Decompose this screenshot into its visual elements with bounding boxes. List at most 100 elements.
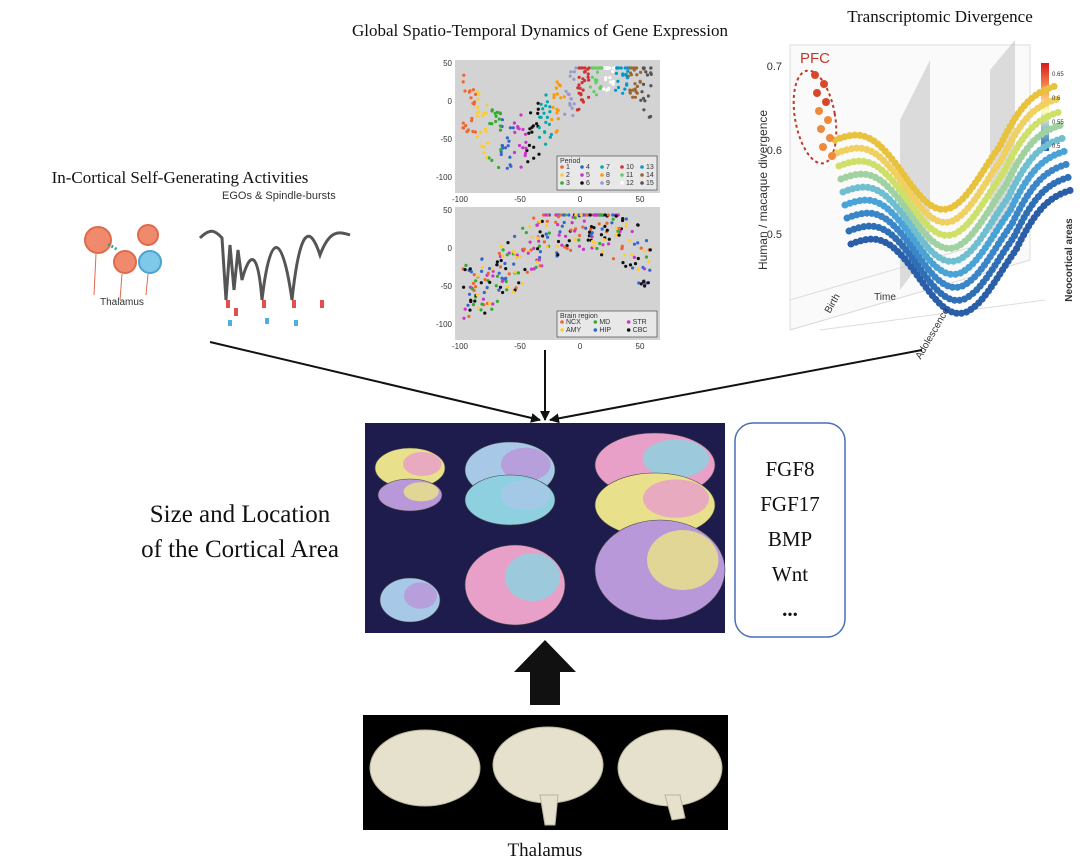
dot xyxy=(546,245,549,248)
dot xyxy=(639,99,642,102)
dot xyxy=(546,236,549,239)
dot xyxy=(643,284,646,287)
dot xyxy=(480,303,483,306)
dot xyxy=(633,243,636,246)
dot xyxy=(594,241,597,244)
big-arrow xyxy=(514,640,576,705)
dot xyxy=(488,281,491,284)
dot xyxy=(618,234,621,237)
dot xyxy=(573,70,576,73)
legend-marker xyxy=(600,165,604,169)
dot xyxy=(573,102,576,105)
dot xyxy=(497,166,500,169)
brain-region xyxy=(643,439,709,477)
pfc-dot xyxy=(817,125,825,133)
dot xyxy=(540,116,543,119)
dot xyxy=(512,290,515,293)
dot xyxy=(536,112,539,115)
dot xyxy=(501,144,504,147)
dot xyxy=(558,234,561,237)
dot xyxy=(502,248,505,251)
dot xyxy=(591,231,594,234)
dot xyxy=(569,70,572,73)
dot xyxy=(594,81,597,84)
dot xyxy=(633,256,636,259)
dot xyxy=(506,136,509,139)
dot xyxy=(521,146,524,149)
brain-region xyxy=(643,479,709,517)
dot xyxy=(537,108,540,111)
dot xyxy=(556,80,559,83)
dot xyxy=(496,111,499,114)
dot xyxy=(539,264,542,267)
dot xyxy=(647,281,650,284)
legend-marker xyxy=(580,181,584,185)
legend-label: STR xyxy=(633,319,647,326)
dot xyxy=(529,111,532,114)
dot xyxy=(604,78,607,81)
pfc-dot xyxy=(815,107,823,115)
tick-label: 50 xyxy=(443,59,452,68)
tick-label: -100 xyxy=(436,320,453,329)
dot xyxy=(536,224,539,227)
dot xyxy=(574,216,577,219)
dot xyxy=(601,227,604,230)
dot xyxy=(471,102,474,105)
legend-label: 10 xyxy=(626,164,634,171)
dot xyxy=(544,143,547,146)
dot xyxy=(542,112,545,115)
dot xyxy=(623,253,626,256)
dot xyxy=(539,250,542,253)
factor: FGF17 xyxy=(760,492,820,516)
dot xyxy=(560,244,563,247)
legend-label: 5 xyxy=(586,172,590,179)
dot xyxy=(544,121,547,124)
legend-marker xyxy=(620,181,624,185)
axis-label: Adolescence xyxy=(914,306,952,361)
dot xyxy=(495,263,498,266)
dot xyxy=(577,108,580,111)
dot xyxy=(485,156,488,159)
dot xyxy=(521,128,524,131)
dot xyxy=(557,117,560,120)
dot xyxy=(634,262,637,265)
dot xyxy=(595,247,598,250)
dot xyxy=(568,239,571,242)
legend-label: 7 xyxy=(606,164,610,171)
dot xyxy=(513,235,516,238)
dot xyxy=(462,74,465,77)
legend-label: 13 xyxy=(646,164,654,171)
dot xyxy=(574,66,577,69)
dot xyxy=(533,267,536,270)
brain-region xyxy=(404,482,439,501)
legend-marker xyxy=(560,328,564,332)
dot xyxy=(612,213,615,216)
dot xyxy=(630,253,633,256)
dot xyxy=(616,66,619,69)
dot xyxy=(532,157,535,160)
tick-label: 0 xyxy=(448,244,453,253)
dot xyxy=(499,124,502,127)
dot xyxy=(507,144,510,147)
legend-label: 1 xyxy=(566,164,570,171)
dot xyxy=(476,293,479,296)
legend-label: 4 xyxy=(586,164,590,171)
dot xyxy=(538,126,541,129)
dot xyxy=(603,225,606,228)
dot xyxy=(634,87,637,90)
dot xyxy=(592,226,595,229)
dot xyxy=(462,286,465,289)
dot xyxy=(498,118,501,121)
dot xyxy=(532,146,535,149)
dot xyxy=(506,285,509,288)
dot xyxy=(538,258,541,261)
dot xyxy=(512,263,515,266)
dot xyxy=(642,97,645,100)
dot xyxy=(602,87,605,90)
dot xyxy=(497,289,500,292)
dot xyxy=(576,86,579,89)
dot xyxy=(573,229,576,232)
dot xyxy=(513,151,516,154)
dot xyxy=(631,266,634,269)
dot xyxy=(530,131,533,134)
